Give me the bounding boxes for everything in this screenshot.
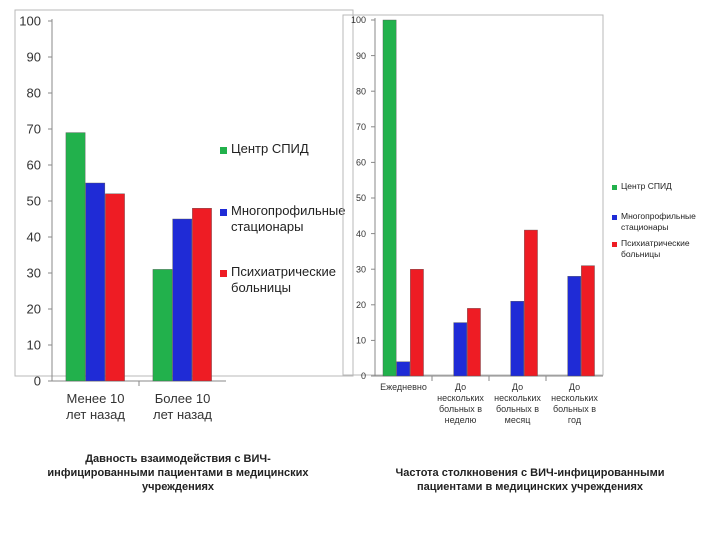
legend-label: Психиатрические	[231, 264, 336, 279]
legend-swatch	[612, 215, 617, 220]
bar	[192, 207, 212, 382]
y-tick-label: 10	[356, 336, 366, 346]
y-tick-label: 60	[356, 158, 366, 168]
y-tick-label: 90	[27, 50, 41, 65]
bar	[105, 193, 125, 382]
y-tick-label: 20	[27, 302, 41, 317]
chart1-caption-line: Давность взаимодействия с ВИЧ-	[85, 453, 271, 465]
x-category-label: До	[455, 382, 466, 392]
y-tick-label: 80	[356, 86, 366, 96]
bar	[410, 269, 424, 377]
legend-swatch	[612, 242, 617, 247]
legend-label: Многопрофильные	[621, 211, 696, 221]
bar	[65, 132, 86, 382]
y-tick-label: 100	[351, 15, 366, 25]
chart2-caption-line: пациентами в медицинских учреждениях	[416, 481, 644, 493]
legend-label: Центр СПИД	[231, 141, 309, 156]
bar	[172, 218, 193, 382]
x-category-label: Менее 10	[67, 391, 125, 406]
y-tick-label: 70	[27, 122, 41, 137]
y-tick-label: 40	[356, 229, 366, 239]
y-tick-label: 10	[27, 338, 41, 353]
legend-label: стационары	[231, 219, 303, 234]
y-tick-label: 60	[27, 158, 41, 173]
bar	[510, 301, 525, 377]
x-category-label: нескольких	[494, 393, 541, 403]
legend-label: больницы	[231, 280, 291, 295]
y-tick-label: 0	[361, 371, 366, 381]
x-category-label: месяц	[505, 415, 531, 425]
x-category-label: нескольких	[437, 393, 484, 403]
bar	[581, 265, 595, 377]
bar	[396, 361, 411, 377]
x-category-label: нескольких	[551, 393, 598, 403]
legend-swatch	[612, 185, 617, 190]
bar	[524, 229, 538, 377]
y-tick-label: 80	[27, 86, 41, 101]
legend-swatch	[220, 147, 227, 154]
x-category-label: Ежедневно	[380, 382, 427, 392]
bar	[453, 322, 468, 377]
bar	[152, 269, 173, 382]
legend-swatch	[220, 270, 227, 277]
chart1-caption-line: инфицированными пациентами в медицинских	[47, 467, 309, 479]
legend-label: Психиатрические	[621, 238, 690, 248]
chart1-caption-line: учреждениях	[141, 481, 215, 493]
y-tick-label: 100	[19, 14, 41, 29]
y-tick-label: 30	[356, 264, 366, 274]
x-category-label: больных в	[496, 404, 539, 414]
x-category-label: До	[569, 382, 580, 392]
y-tick-label: 70	[356, 122, 366, 132]
legend-label: больницы	[621, 249, 660, 259]
x-category-label: До	[512, 382, 523, 392]
x-category-label: год	[568, 415, 582, 425]
legend-swatch	[220, 209, 227, 216]
x-category-label: больных в	[439, 404, 482, 414]
chart2-caption: Частота столкновения с ВИЧ-инфицированны…	[370, 466, 690, 494]
x-category-label: лет назад	[153, 407, 212, 422]
legend-label: стационары	[621, 222, 668, 232]
y-tick-label: 20	[356, 300, 366, 310]
y-tick-label: 30	[27, 266, 41, 281]
chart2-caption-line: Частота столкновения с ВИЧ-инфицированны…	[395, 467, 665, 479]
chart1-caption: Давность взаимодействия с ВИЧ- инфициров…	[28, 452, 328, 494]
bar	[382, 19, 397, 377]
bar	[467, 308, 481, 377]
y-tick-label: 0	[34, 374, 41, 389]
x-category-label: неделю	[445, 415, 477, 425]
bar	[567, 276, 582, 377]
legend-label: Центр СПИД	[621, 181, 672, 191]
y-tick-label: 50	[27, 194, 41, 209]
y-tick-label: 40	[27, 230, 41, 245]
x-category-label: больных в	[553, 404, 596, 414]
x-category-label: лет назад	[66, 407, 125, 422]
y-tick-label: 90	[356, 51, 366, 61]
y-tick-label: 50	[356, 193, 366, 203]
x-category-label: Более 10	[155, 391, 211, 406]
legend-label: Многопрофильные	[231, 203, 346, 218]
bar	[85, 182, 106, 382]
